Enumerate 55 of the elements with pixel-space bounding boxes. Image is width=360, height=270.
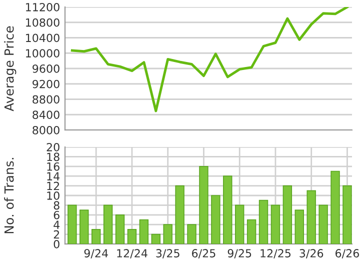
- x-tick-label: 6/26: [336, 249, 359, 258]
- y-axis-title: No. of Trans.: [4, 158, 14, 234]
- y-tick-label: 4: [54, 220, 60, 229]
- y-tick-label: 20: [46, 142, 60, 152]
- bar: [294, 210, 304, 244]
- bar: [80, 210, 89, 244]
- y-tick-label: 12: [47, 182, 60, 190]
- y-tick-label: 10000: [26, 49, 60, 58]
- bar: [223, 176, 232, 244]
- x-tick-label: 9/24: [84, 249, 108, 258]
- bar: [211, 195, 220, 244]
- bar: [318, 204, 328, 244]
- bar: [115, 214, 125, 244]
- y-tick-label: 8000: [32, 126, 60, 134]
- bar: [187, 224, 196, 244]
- bar: [270, 204, 280, 244]
- y-tick-label: 8: [54, 201, 60, 210]
- bar: [163, 224, 172, 244]
- y-tick-label: 11200: [26, 2, 60, 12]
- y-axis-title: Average Price: [4, 26, 16, 112]
- x-tick-label: 12/24: [117, 249, 148, 258]
- bar: [151, 234, 160, 244]
- x-tick-label: 12/25: [260, 249, 291, 258]
- bar: [139, 219, 149, 244]
- bar: [91, 229, 101, 244]
- x-tick-label: 3/25: [156, 249, 180, 258]
- x-tick-label: 9/25: [228, 249, 252, 258]
- bar: [282, 185, 292, 244]
- y-tick-label: 10800: [26, 18, 60, 27]
- bar: [258, 200, 268, 244]
- y-tick-label: 10400: [26, 34, 60, 42]
- y-tick-label: 0: [54, 240, 60, 248]
- bar: [127, 229, 137, 244]
- bar: [234, 204, 244, 244]
- bar: [342, 185, 352, 244]
- bar: [199, 166, 208, 244]
- y-tick-label: 9200: [32, 80, 60, 88]
- x-tick-label: 3/26: [300, 249, 324, 258]
- bar: [103, 204, 113, 244]
- bar: [306, 190, 316, 244]
- y-tick-label: 10: [47, 191, 60, 200]
- bar: [330, 170, 340, 244]
- y-tick-label: 16: [47, 162, 60, 171]
- bar: [175, 185, 184, 244]
- bar: [246, 219, 256, 244]
- bar: [68, 204, 77, 244]
- y-tick-label: 8400: [32, 110, 60, 120]
- y-tick-label: 18: [47, 152, 60, 162]
- line-series: [70, 7, 348, 112]
- y-tick-label: 8800: [32, 95, 60, 104]
- x-tick-label: 6/25: [192, 249, 216, 258]
- y-tick-label: 6: [54, 210, 60, 220]
- y-tick-label: 9600: [32, 64, 60, 73]
- y-tick-label: 14: [47, 172, 60, 180]
- y-tick-label: 2: [54, 230, 60, 239]
